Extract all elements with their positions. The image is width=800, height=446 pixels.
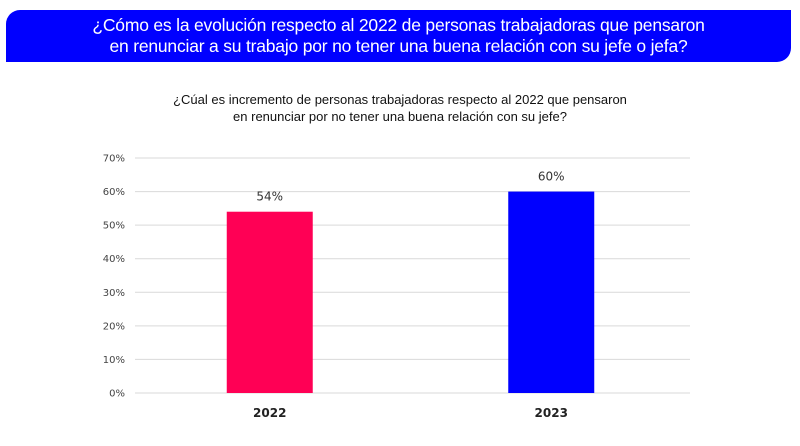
banner-title-line-1: ¿Cómo es la evolución respecto al 2022 d…: [92, 15, 705, 35]
y-axis-ticks: 0% 10% 20% 30% 40% 50% 60% 70%: [103, 154, 125, 400]
y-tick-label: 60%: [103, 187, 125, 198]
data-label-2022: 54%: [256, 190, 283, 204]
y-tick-label: 20%: [103, 321, 125, 332]
data-label-2023: 60%: [538, 170, 565, 184]
x-tick-label-2022: 2022: [253, 406, 286, 420]
x-axis-ticks: 2022 2023: [253, 406, 568, 420]
bar-2022: [226, 211, 313, 393]
y-tick-label: 0%: [109, 389, 125, 400]
y-tick-label: 40%: [103, 254, 125, 265]
chart-title: ¿Cúal es incremento de personas trabajad…: [100, 91, 700, 125]
banner-title-line-2: en renunciar a su trabajo por no tener u…: [109, 36, 688, 56]
header-banner: ¿Cómo es la evolución respecto al 2022 d…: [6, 10, 791, 62]
chart-title-line-2: en renunciar por no tener una buena rela…: [233, 109, 567, 124]
data-labels: 54% 60%: [256, 170, 564, 204]
chart-title-line-1: ¿Cúal es incremento de personas trabajad…: [173, 92, 627, 107]
y-tick-label: 70%: [103, 154, 125, 165]
y-tick-label: 10%: [103, 355, 125, 366]
y-tick-label: 30%: [103, 288, 125, 299]
gridlines: [135, 157, 690, 394]
y-tick-label: 50%: [103, 221, 125, 232]
x-tick-label-2023: 2023: [535, 406, 568, 420]
bars: [226, 191, 595, 393]
bar-2023: [508, 191, 595, 393]
